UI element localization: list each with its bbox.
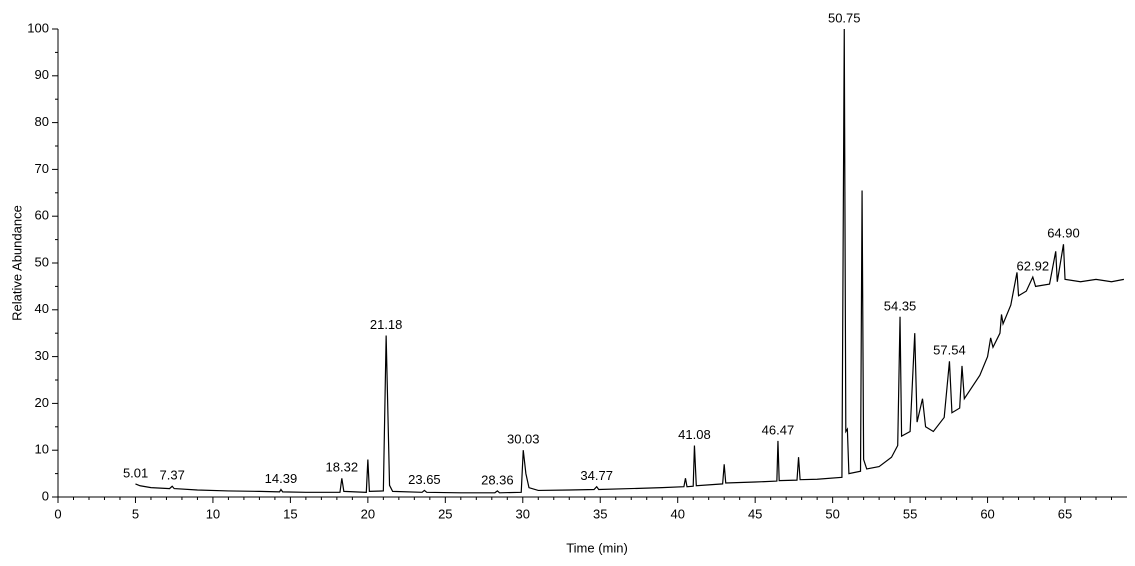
x-axis-label: Time (min) bbox=[566, 540, 628, 555]
x-tick-label: 40 bbox=[670, 506, 684, 521]
x-tick-label: 30 bbox=[516, 506, 530, 521]
peak-label: 7.37 bbox=[160, 468, 185, 483]
trace bbox=[135, 28, 1125, 494]
y-tick-label: 80 bbox=[35, 114, 49, 129]
y-tick-label: 10 bbox=[35, 442, 49, 457]
peak-label: 62.92 bbox=[1017, 258, 1050, 273]
x-tick-label: 20 bbox=[361, 506, 375, 521]
x-tick-label: 5 bbox=[132, 506, 139, 521]
y-tick-label: 90 bbox=[35, 67, 49, 82]
peak-label: 57.54 bbox=[933, 343, 966, 358]
peak-label: 5.01 bbox=[123, 465, 148, 480]
y-tick-label: 0 bbox=[42, 488, 49, 503]
y-tick-label: 70 bbox=[35, 161, 49, 176]
y-tick-label: 100 bbox=[27, 20, 49, 35]
x-tick-label: 25 bbox=[438, 506, 452, 521]
y-tick-label: 50 bbox=[35, 254, 49, 269]
y-tick-label: 30 bbox=[35, 348, 49, 363]
peak-label: 28.36 bbox=[481, 472, 514, 487]
x-tick-label: 15 bbox=[283, 506, 297, 521]
x-tick-label: 55 bbox=[903, 506, 917, 521]
y-axis-label: Relative Abundance bbox=[9, 205, 24, 321]
peak-label: 34.77 bbox=[580, 468, 613, 483]
x-tick-label: 35 bbox=[593, 506, 607, 521]
y-tick-label: 40 bbox=[35, 301, 49, 316]
peak-label: 46.47 bbox=[762, 422, 795, 437]
x-tick-label: 10 bbox=[206, 506, 220, 521]
y-tick-label: 60 bbox=[35, 208, 49, 223]
x-tick-label: 65 bbox=[1058, 506, 1072, 521]
x-tick-label: 50 bbox=[825, 506, 839, 521]
y-tick-label: 20 bbox=[35, 395, 49, 410]
peak-label: 21.18 bbox=[370, 317, 403, 332]
x-tick-label: 45 bbox=[748, 506, 762, 521]
peak-label: 18.32 bbox=[326, 460, 359, 475]
peak-label: 14.39 bbox=[265, 471, 298, 486]
peak-label: 64.90 bbox=[1047, 226, 1080, 241]
peak-label: 54.35 bbox=[884, 298, 917, 313]
peak-label: 41.08 bbox=[678, 427, 711, 442]
peak-label: 30.03 bbox=[507, 432, 540, 447]
peak-label: 50.75 bbox=[828, 10, 861, 25]
x-tick-label: 60 bbox=[980, 506, 994, 521]
x-tick-label: 0 bbox=[54, 506, 61, 521]
peak-label: 23.65 bbox=[408, 472, 441, 487]
